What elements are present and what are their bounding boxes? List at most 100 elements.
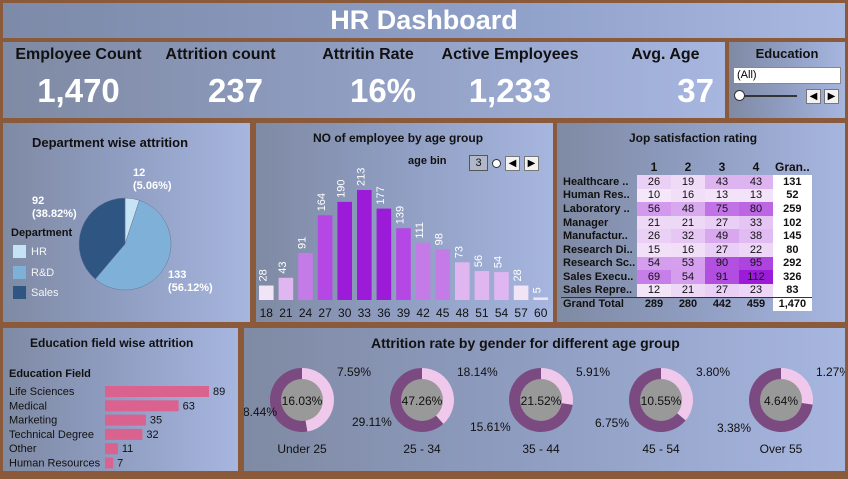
education-select[interactable]: (All) (733, 67, 841, 84)
legend-swatch-sales (13, 286, 26, 299)
table-cell: 95 (739, 256, 773, 271)
age-bin-input[interactable]: 3 (469, 155, 488, 171)
row-total: 83 (773, 283, 812, 298)
row-label: Research Sc.. (563, 257, 636, 270)
age-bar[interactable] (435, 249, 450, 300)
row-total: 259 (773, 202, 812, 216)
table-cell: 15 (637, 242, 671, 257)
age-bar-value-label: 54 (493, 256, 505, 268)
education-slider-knob[interactable] (734, 90, 745, 101)
education-field-bar[interactable] (105, 400, 179, 412)
age-bin-slider-knob[interactable] (492, 159, 501, 168)
table-row: Laboratory .. 56 48 75 80 259 (561, 202, 812, 216)
age-bar-value-label: 5 (532, 287, 544, 293)
education-next-button[interactable]: ▶ (824, 89, 839, 104)
age-bin-label: age bin (408, 155, 447, 167)
table-cell: 289 (637, 296, 671, 311)
column-header: Gran.. (775, 160, 810, 174)
education-prev-button[interactable]: ◀ (806, 89, 821, 104)
age-tick-label: 33 (358, 306, 372, 320)
column-header: 2 (684, 160, 692, 174)
age-bar[interactable] (317, 215, 333, 300)
age-bar-value-label: 91 (297, 237, 309, 249)
table-cell: 12 (637, 283, 671, 298)
column-header: 1 (650, 160, 658, 174)
donut-light-label: 5.91% (576, 365, 610, 379)
age-bar[interactable] (396, 228, 411, 300)
kpi-value: 1,470 (37, 72, 120, 109)
education-field-bar[interactable] (105, 457, 114, 469)
age-bar[interactable] (533, 297, 548, 300)
kpi-label: Attritin Rate (322, 46, 414, 63)
education-field-bar[interactable] (105, 414, 146, 426)
education-field-bar[interactable] (105, 428, 143, 440)
age-bar-chart: 28 18 43 21 91 24 164 27 190 30 213 33 177 36 139 39 111… (257, 168, 548, 320)
row-total: 1,470 (773, 296, 812, 311)
table-cell: 54 (671, 270, 705, 284)
table-row: Human Res.. 10 16 13 13 52 (561, 188, 812, 203)
donut-group-label: Under 25 (277, 442, 327, 456)
donut-light-label: 3.80% (696, 365, 730, 379)
age-bar[interactable] (278, 277, 294, 300)
row-label: Manufactur.. (563, 230, 628, 243)
age-tick-label: 45 (436, 306, 450, 320)
age-bar-value-label: 98 (434, 233, 446, 245)
education-field-label: Human Resources (9, 458, 101, 470)
age-tick-label: 24 (299, 306, 313, 320)
pie-slice-rd[interactable] (94, 199, 172, 291)
age-bar[interactable] (376, 208, 392, 300)
row-total: 102 (773, 215, 812, 230)
job-satisfaction-table: 1 2 3 4 Gran.. Healthcare .. 26 19 43 43 131 H… (561, 159, 812, 311)
age-bar[interactable] (357, 190, 372, 300)
pie-slice-sales[interactable] (78, 197, 126, 280)
age-bar[interactable] (415, 242, 431, 300)
age-bin-next-button[interactable]: ▶ (524, 156, 539, 171)
table-cell: 13 (705, 188, 739, 203)
age-bar[interactable] (494, 272, 509, 300)
table-cell: 69 (637, 270, 671, 284)
age-tick-label: 60 (534, 306, 548, 320)
age-tick-label: 18 (260, 306, 274, 320)
dashboard-title: HR Dashboard (330, 5, 518, 35)
donut-light-label: 1.27% (816, 365, 845, 379)
age-bar[interactable] (474, 271, 490, 300)
kpi-avg-age: Avg. Age 37 (613, 42, 718, 118)
donut-dark-label: 6.75% (595, 416, 629, 430)
age-group-panel: NO of employee by age group age bin 3 ◀ … (256, 123, 553, 322)
department-pie-chart (78, 197, 172, 291)
age-bar[interactable] (259, 285, 274, 300)
age-bar[interactable] (513, 285, 529, 300)
row-total: 80 (773, 242, 812, 257)
row-label: Grand Total (561, 296, 637, 311)
table-cell: 21 (671, 215, 705, 230)
table-cell: 90 (705, 256, 739, 271)
row-label: Sales Repre.. (563, 284, 633, 297)
kpi-label: Avg. Age (631, 46, 700, 63)
age-bar[interactable] (337, 201, 352, 300)
age-bar-value-label: 190 (336, 180, 348, 198)
table-cell: 27 (705, 242, 739, 257)
education-slider-track[interactable] (739, 95, 797, 97)
job-satisfaction-panel: Jop satisfaction rating 1 2 3 4 Gran.. H… (557, 123, 845, 322)
table-cell: 442 (705, 296, 739, 311)
age-bin-prev-button[interactable]: ◀ (505, 156, 520, 171)
education-field-value-label: 11 (122, 443, 133, 455)
education-field-bar[interactable] (105, 443, 118, 455)
education-field-value-label: 89 (213, 386, 225, 398)
row-label: Sales Execu.. (563, 270, 634, 283)
education-field-label: Marketing (9, 415, 57, 427)
table-cell: 16 (671, 188, 705, 203)
row-total: 326 (773, 270, 812, 284)
department-legend-title: Department (11, 227, 73, 239)
age-bar[interactable] (298, 253, 313, 300)
education-field-value-label: 7 (117, 458, 123, 470)
age-bar[interactable] (455, 262, 470, 300)
sales-percent-label: (38.82%) (32, 208, 77, 220)
age-tick-label: 42 (416, 306, 430, 320)
legend-swatch-rd (13, 266, 26, 279)
age-chart-title: NO of employee by age group (313, 131, 484, 145)
kpi-active-employees: Active Employees 1,233 (440, 42, 580, 118)
education-field-bar[interactable] (105, 386, 209, 397)
donut-dark-label: 8.44% (244, 405, 277, 419)
donut-dark-label: 15.61% (470, 420, 511, 434)
